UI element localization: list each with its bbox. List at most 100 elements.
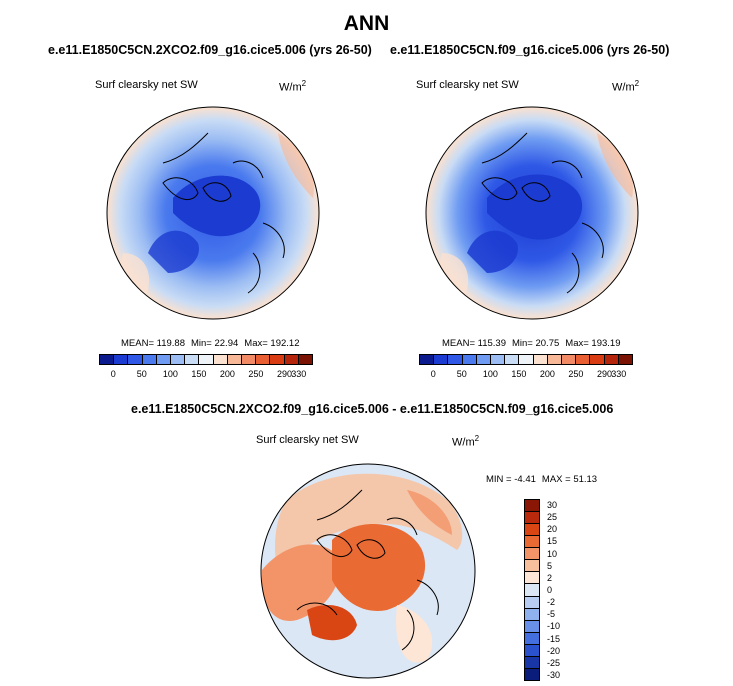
- panel-2-colorbar-tick-label: 0: [430, 369, 436, 379]
- panel-1-colorbar-swatch: [284, 355, 299, 364]
- panel-2-variable-label: Surf clearsky net SW: [416, 79, 519, 91]
- panel-1-colorbar-tick-label: 290: [276, 369, 292, 379]
- panel-2-colorbar-tick-label: 330: [611, 369, 627, 379]
- difference-colorbar-swatch: [525, 644, 539, 657]
- panel-1-colorbar-tick-label: 200: [219, 369, 235, 379]
- panel-2-case-title: e.e11.E1850C5CN.f09_g16.cice5.006 (yrs 2…: [390, 43, 670, 57]
- difference-max: MAX = 51.13: [541, 474, 598, 485]
- difference-colorbar-swatch: [525, 524, 539, 537]
- panel-1-colorbar-swatch: [185, 355, 200, 364]
- panel-2-polar-map: [425, 106, 639, 320]
- difference-colorbar-tick-label: 5: [547, 560, 553, 571]
- panel-2-colorbar-swatch: [462, 355, 477, 364]
- panel-2-colorbar-swatch: [505, 355, 520, 364]
- panel-2-colorbar-tick-label: 250: [568, 369, 584, 379]
- difference-colorbar-tick-label: 10: [547, 548, 558, 559]
- panel-2-colorbar-swatch: [604, 355, 619, 364]
- difference-variable-label: Surf clearsky net SW: [256, 434, 359, 446]
- difference-colorbar-tick-label: 0: [547, 585, 553, 595]
- difference-colorbar-swatch: [525, 656, 539, 669]
- panel-1-mean: MEAN= 119.88: [121, 338, 185, 349]
- difference-colorbar-swatch: [525, 584, 539, 597]
- difference-colorbar-swatch: [525, 668, 539, 680]
- panel-1-stats: MEAN= 119.88 Min= 22.94 Max= 192.12: [121, 338, 305, 349]
- panel-1-colorbar-swatch: [227, 355, 243, 364]
- difference-colorbar-swatch: [525, 596, 539, 609]
- difference-colorbar-tick-label: -25: [547, 657, 561, 668]
- panel-1-min: Min= 22.94: [191, 338, 239, 349]
- panel-2-colorbar-swatch: [576, 355, 591, 364]
- difference-colorbar-swatch: [525, 632, 539, 645]
- panel-2-min: Min= 20.75: [512, 338, 560, 349]
- panel-1-units: W/m2: [279, 79, 307, 94]
- difference-colorbar-tick-label: 15: [547, 536, 558, 547]
- panel-2-colorbar-swatch: [491, 355, 506, 364]
- panel-2-max: Max= 193.19: [565, 338, 621, 349]
- panel-1-colorbar-swatch: [100, 355, 115, 364]
- figure-title: ANN: [343, 12, 390, 35]
- panel-1-colorbar-swatch: [298, 355, 313, 364]
- panel-2-colorbar-swatch: [533, 355, 548, 364]
- difference-colorbar-tick-label: -2: [547, 597, 556, 608]
- panel-2-colorbar-swatch: [618, 355, 633, 364]
- difference-colorbar-tick-label: 25: [547, 512, 558, 523]
- panel-1-colorbar-tick-label: 0: [110, 369, 116, 379]
- difference-colorbar-tick-label: -30: [547, 669, 561, 680]
- panel-1-colorbar-swatch: [142, 355, 157, 364]
- difference-colorbar-swatch: [525, 572, 539, 585]
- difference-colorbar: [524, 499, 540, 681]
- panel-1-colorbar-tick-label: 250: [248, 369, 264, 379]
- panel-2-colorbar-swatch: [547, 355, 563, 364]
- panel-2-colorbar-swatch: [448, 355, 463, 364]
- difference-colorbar-tick-label: -10: [547, 621, 561, 632]
- difference-colorbar-swatch: [525, 500, 539, 513]
- panel-2-colorbar-swatch: [519, 355, 534, 364]
- panel-2-mean: MEAN= 115.39: [442, 338, 506, 349]
- difference-min: MIN = -4.41: [486, 474, 536, 485]
- panel-1-colorbar-tick-label: 100: [162, 369, 178, 379]
- difference-colorbar-tick-label: 2: [547, 572, 553, 583]
- panel-2-colorbar-tick-label: 50: [456, 369, 467, 379]
- panel-2-colorbar-swatch: [476, 355, 492, 364]
- difference-colorbar-swatch: [525, 608, 539, 621]
- difference-colorbar-tick-label: -5: [547, 609, 556, 620]
- panel-1-colorbar-swatch: [242, 355, 257, 364]
- panel-2-colorbar-ticks: 0 50 100 150 200 250 290 330: [419, 369, 633, 381]
- difference-colorbar-tick-label: 30: [547, 500, 558, 511]
- panel-1-colorbar-tick-label: 50: [136, 369, 147, 379]
- panel-1-colorbar-swatch: [156, 355, 172, 364]
- panel-2-colorbar-tick-label: 100: [482, 369, 498, 379]
- panel-1-polar-map: [106, 106, 320, 320]
- difference-colorbar-ticks: 30 25 20 15 10 5 2 0 -2 -5 -10 -15 -20 -25 -30: [547, 499, 577, 681]
- difference-colorbar-swatch: [525, 620, 539, 633]
- panel-1-colorbar-tick-label: 150: [191, 369, 207, 379]
- difference-polar-map: [260, 463, 476, 679]
- panel-1-colorbar-tick-label: 330: [291, 369, 307, 379]
- panel-2-colorbar-tick-label: 200: [539, 369, 555, 379]
- panel-1-max: Max= 192.12: [244, 338, 300, 349]
- panel-2-colorbar-tick-label: 290: [596, 369, 612, 379]
- panel-2-colorbar-swatch: [420, 355, 435, 364]
- panel-2-colorbar-tick-label: 150: [511, 369, 527, 379]
- panel-1-colorbar-ticks: 0 50 100 150 200 250 290 330: [99, 369, 313, 381]
- difference-colorbar-swatch: [525, 560, 539, 573]
- panel-2-colorbar-swatch: [562, 355, 577, 364]
- panel-1-colorbar-swatch: [114, 355, 129, 364]
- panel-2-colorbar: [419, 354, 633, 365]
- panel-1-colorbar-swatch: [199, 355, 214, 364]
- difference-stats: MIN = -4.41 MAX = 51.13: [486, 474, 603, 485]
- panel-2-colorbar-swatch: [590, 355, 605, 364]
- panel-1-colorbar-swatch: [256, 355, 271, 364]
- panel-1-colorbar-swatch: [128, 355, 143, 364]
- panel-2-units: W/m2: [612, 79, 640, 94]
- panel-1-case-title: e.e11.E1850C5CN.2XCO2.f09_g16.cice5.006 …: [48, 43, 372, 57]
- panel-2-stats: MEAN= 115.39 Min= 20.75 Max= 193.19: [442, 338, 626, 349]
- panel-1-colorbar: [99, 354, 313, 365]
- difference-title: e.e11.E1850C5CN.2XCO2.f09_g16.cice5.006 …: [131, 402, 614, 416]
- panel-1-colorbar-swatch: [171, 355, 186, 364]
- panel-1-colorbar-swatch: [270, 355, 285, 364]
- panel-1-colorbar-swatch: [213, 355, 228, 364]
- difference-colorbar-tick-label: -20: [547, 645, 561, 656]
- difference-colorbar-tick-label: -15: [547, 633, 561, 644]
- difference-colorbar-swatch: [525, 536, 539, 549]
